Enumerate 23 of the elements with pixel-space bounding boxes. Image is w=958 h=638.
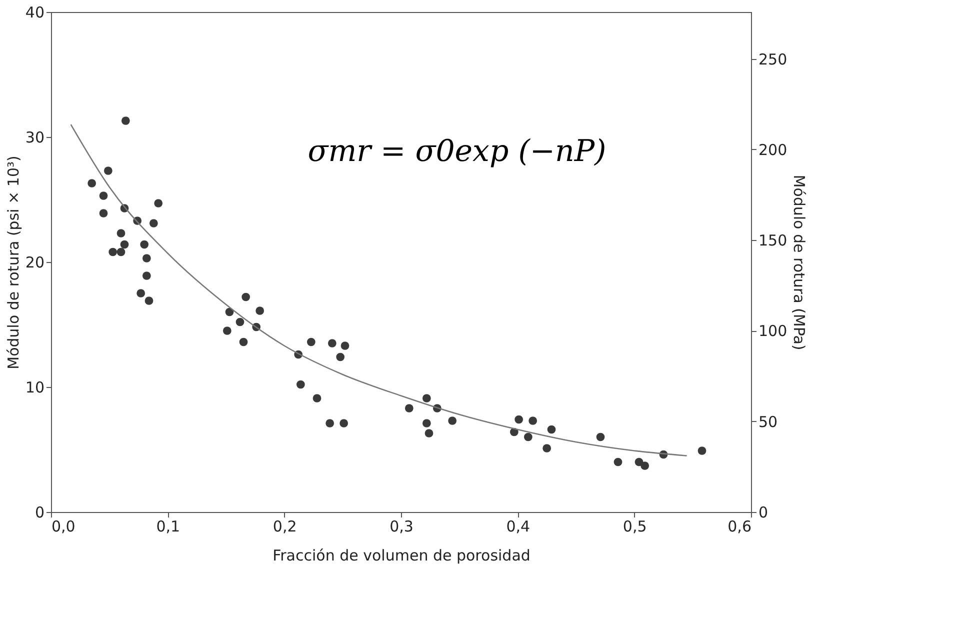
y2-tick-label: 0 (758, 504, 768, 522)
x-axis-title: Fracción de volumen de porosidad (272, 546, 530, 564)
x-tick-label: 0,1 (156, 518, 180, 536)
x-tick-label: 0,5 (622, 518, 647, 536)
y-axis-title: Módulo de rotura (psi × 10³) (4, 156, 22, 370)
x-tick-label: 0,2 (272, 518, 297, 536)
x-tick-label: 0,0 (52, 518, 76, 536)
annotation: σmr = σ0exp (−nP) (308, 134, 606, 169)
y2-tick-label: 100 (758, 322, 788, 340)
x-tick-label: 0,4 (506, 518, 530, 536)
x-tick-label: 0,3 (390, 518, 414, 536)
y-tick-label: 0 (34, 504, 44, 522)
y2-tick-label: 200 (758, 140, 788, 159)
y2-tick-label: 250 (758, 50, 788, 68)
x-tick-label: 0,6 (728, 518, 752, 536)
y-tick-label: 20 (25, 254, 44, 272)
y-tick-label: 40 (25, 4, 44, 22)
y-tick-label: 10 (25, 378, 44, 396)
y2-tick-label: 150 (758, 232, 788, 250)
y2-tick-label: 50 (758, 412, 778, 431)
y2-axis-title: Módulo de rotura (MPa) (790, 174, 808, 350)
y-tick-label: 30 (25, 128, 44, 146)
line-series (70, 124, 688, 456)
